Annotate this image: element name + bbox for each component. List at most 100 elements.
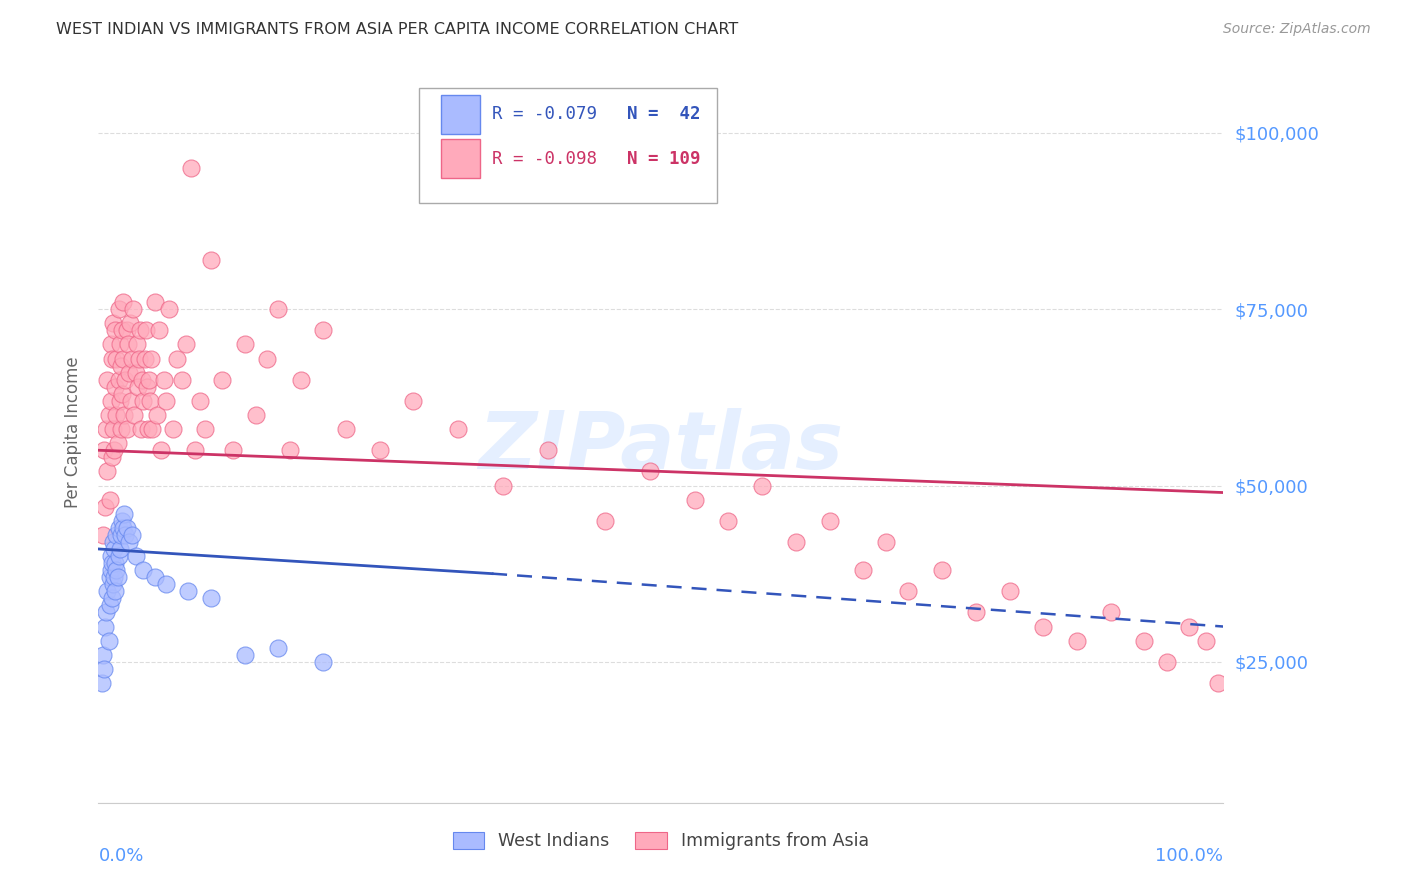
Text: WEST INDIAN VS IMMIGRANTS FROM ASIA PER CAPITA INCOME CORRELATION CHART: WEST INDIAN VS IMMIGRANTS FROM ASIA PER … (56, 22, 738, 37)
Point (180, 161, 202, 176)
Point (818, 514, 841, 528)
Point (100, 393, 122, 408)
Point (134, 351, 156, 366)
FancyBboxPatch shape (441, 139, 479, 178)
Point (135, 380, 157, 394)
Point (110, 528, 132, 542)
Text: R = -0.098: R = -0.098 (492, 150, 598, 168)
Point (1195, 633, 1218, 648)
Point (110, 359, 132, 373)
Point (98, 599, 121, 613)
Point (312, 323, 335, 337)
Point (96, 606, 118, 620)
Point (136, 422, 159, 436)
Point (118, 535, 141, 549)
Point (170, 373, 193, 387)
Point (127, 380, 149, 394)
Point (100, 563, 122, 577)
Point (875, 535, 897, 549)
Point (98, 570, 121, 584)
Point (117, 337, 139, 351)
Point (107, 373, 129, 387)
Point (447, 422, 470, 436)
Point (125, 337, 148, 351)
Point (93, 662, 115, 676)
Point (100, 337, 122, 351)
Point (105, 408, 128, 422)
Point (104, 556, 127, 570)
Point (112, 521, 135, 535)
Point (104, 584, 127, 599)
Point (155, 393, 177, 408)
Point (111, 514, 134, 528)
Point (112, 408, 135, 422)
Point (108, 541, 131, 556)
Point (139, 393, 162, 408)
Point (107, 436, 129, 450)
Point (1178, 619, 1201, 633)
Point (152, 373, 174, 387)
Point (101, 591, 124, 606)
Point (108, 393, 131, 408)
Text: 100.0%: 100.0% (1156, 847, 1223, 865)
Text: 0.0%: 0.0% (98, 847, 143, 865)
Point (785, 535, 807, 549)
Point (91, 528, 114, 542)
Point (120, 393, 142, 408)
Point (96, 584, 118, 599)
Point (103, 541, 125, 556)
Point (107, 570, 129, 584)
Point (110, 422, 132, 436)
Text: ZIPatlas: ZIPatlas (478, 409, 844, 486)
Point (1099, 606, 1122, 620)
Point (166, 351, 188, 366)
Point (104, 323, 127, 337)
Text: N =  42: N = 42 (627, 105, 700, 123)
Point (233, 648, 256, 662)
Point (146, 408, 169, 422)
Point (1066, 633, 1088, 648)
Point (593, 514, 616, 528)
Point (101, 316, 124, 330)
Point (129, 422, 152, 436)
Point (115, 323, 138, 337)
Point (537, 443, 560, 458)
Point (177, 584, 200, 599)
Text: N = 109: N = 109 (627, 150, 700, 168)
Point (101, 422, 124, 436)
Point (124, 408, 146, 422)
Point (97, 408, 120, 422)
Point (492, 478, 515, 492)
Point (335, 422, 357, 436)
Point (998, 584, 1021, 599)
Point (141, 351, 163, 366)
Point (94, 500, 117, 514)
Point (638, 464, 661, 478)
Point (965, 606, 987, 620)
Point (211, 373, 233, 387)
Point (97, 633, 120, 648)
Point (101, 450, 124, 465)
Point (155, 577, 177, 591)
Point (931, 563, 953, 577)
Point (101, 556, 124, 570)
Point (90, 676, 112, 690)
Point (128, 351, 150, 366)
Point (132, 563, 155, 577)
Point (245, 408, 267, 422)
Point (115, 521, 138, 535)
Point (1032, 619, 1054, 633)
Text: Source: ZipAtlas.com: Source: ZipAtlas.com (1223, 22, 1371, 37)
Point (188, 393, 211, 408)
Point (143, 570, 166, 584)
Point (148, 323, 170, 337)
Point (103, 443, 125, 458)
Point (105, 563, 128, 577)
Point (131, 373, 153, 387)
Point (278, 443, 301, 458)
Point (101, 577, 124, 591)
Point (96, 422, 118, 436)
Legend: West Indians, Immigrants from Asia: West Indians, Immigrants from Asia (446, 825, 876, 857)
Point (96, 373, 118, 387)
Point (111, 323, 134, 337)
